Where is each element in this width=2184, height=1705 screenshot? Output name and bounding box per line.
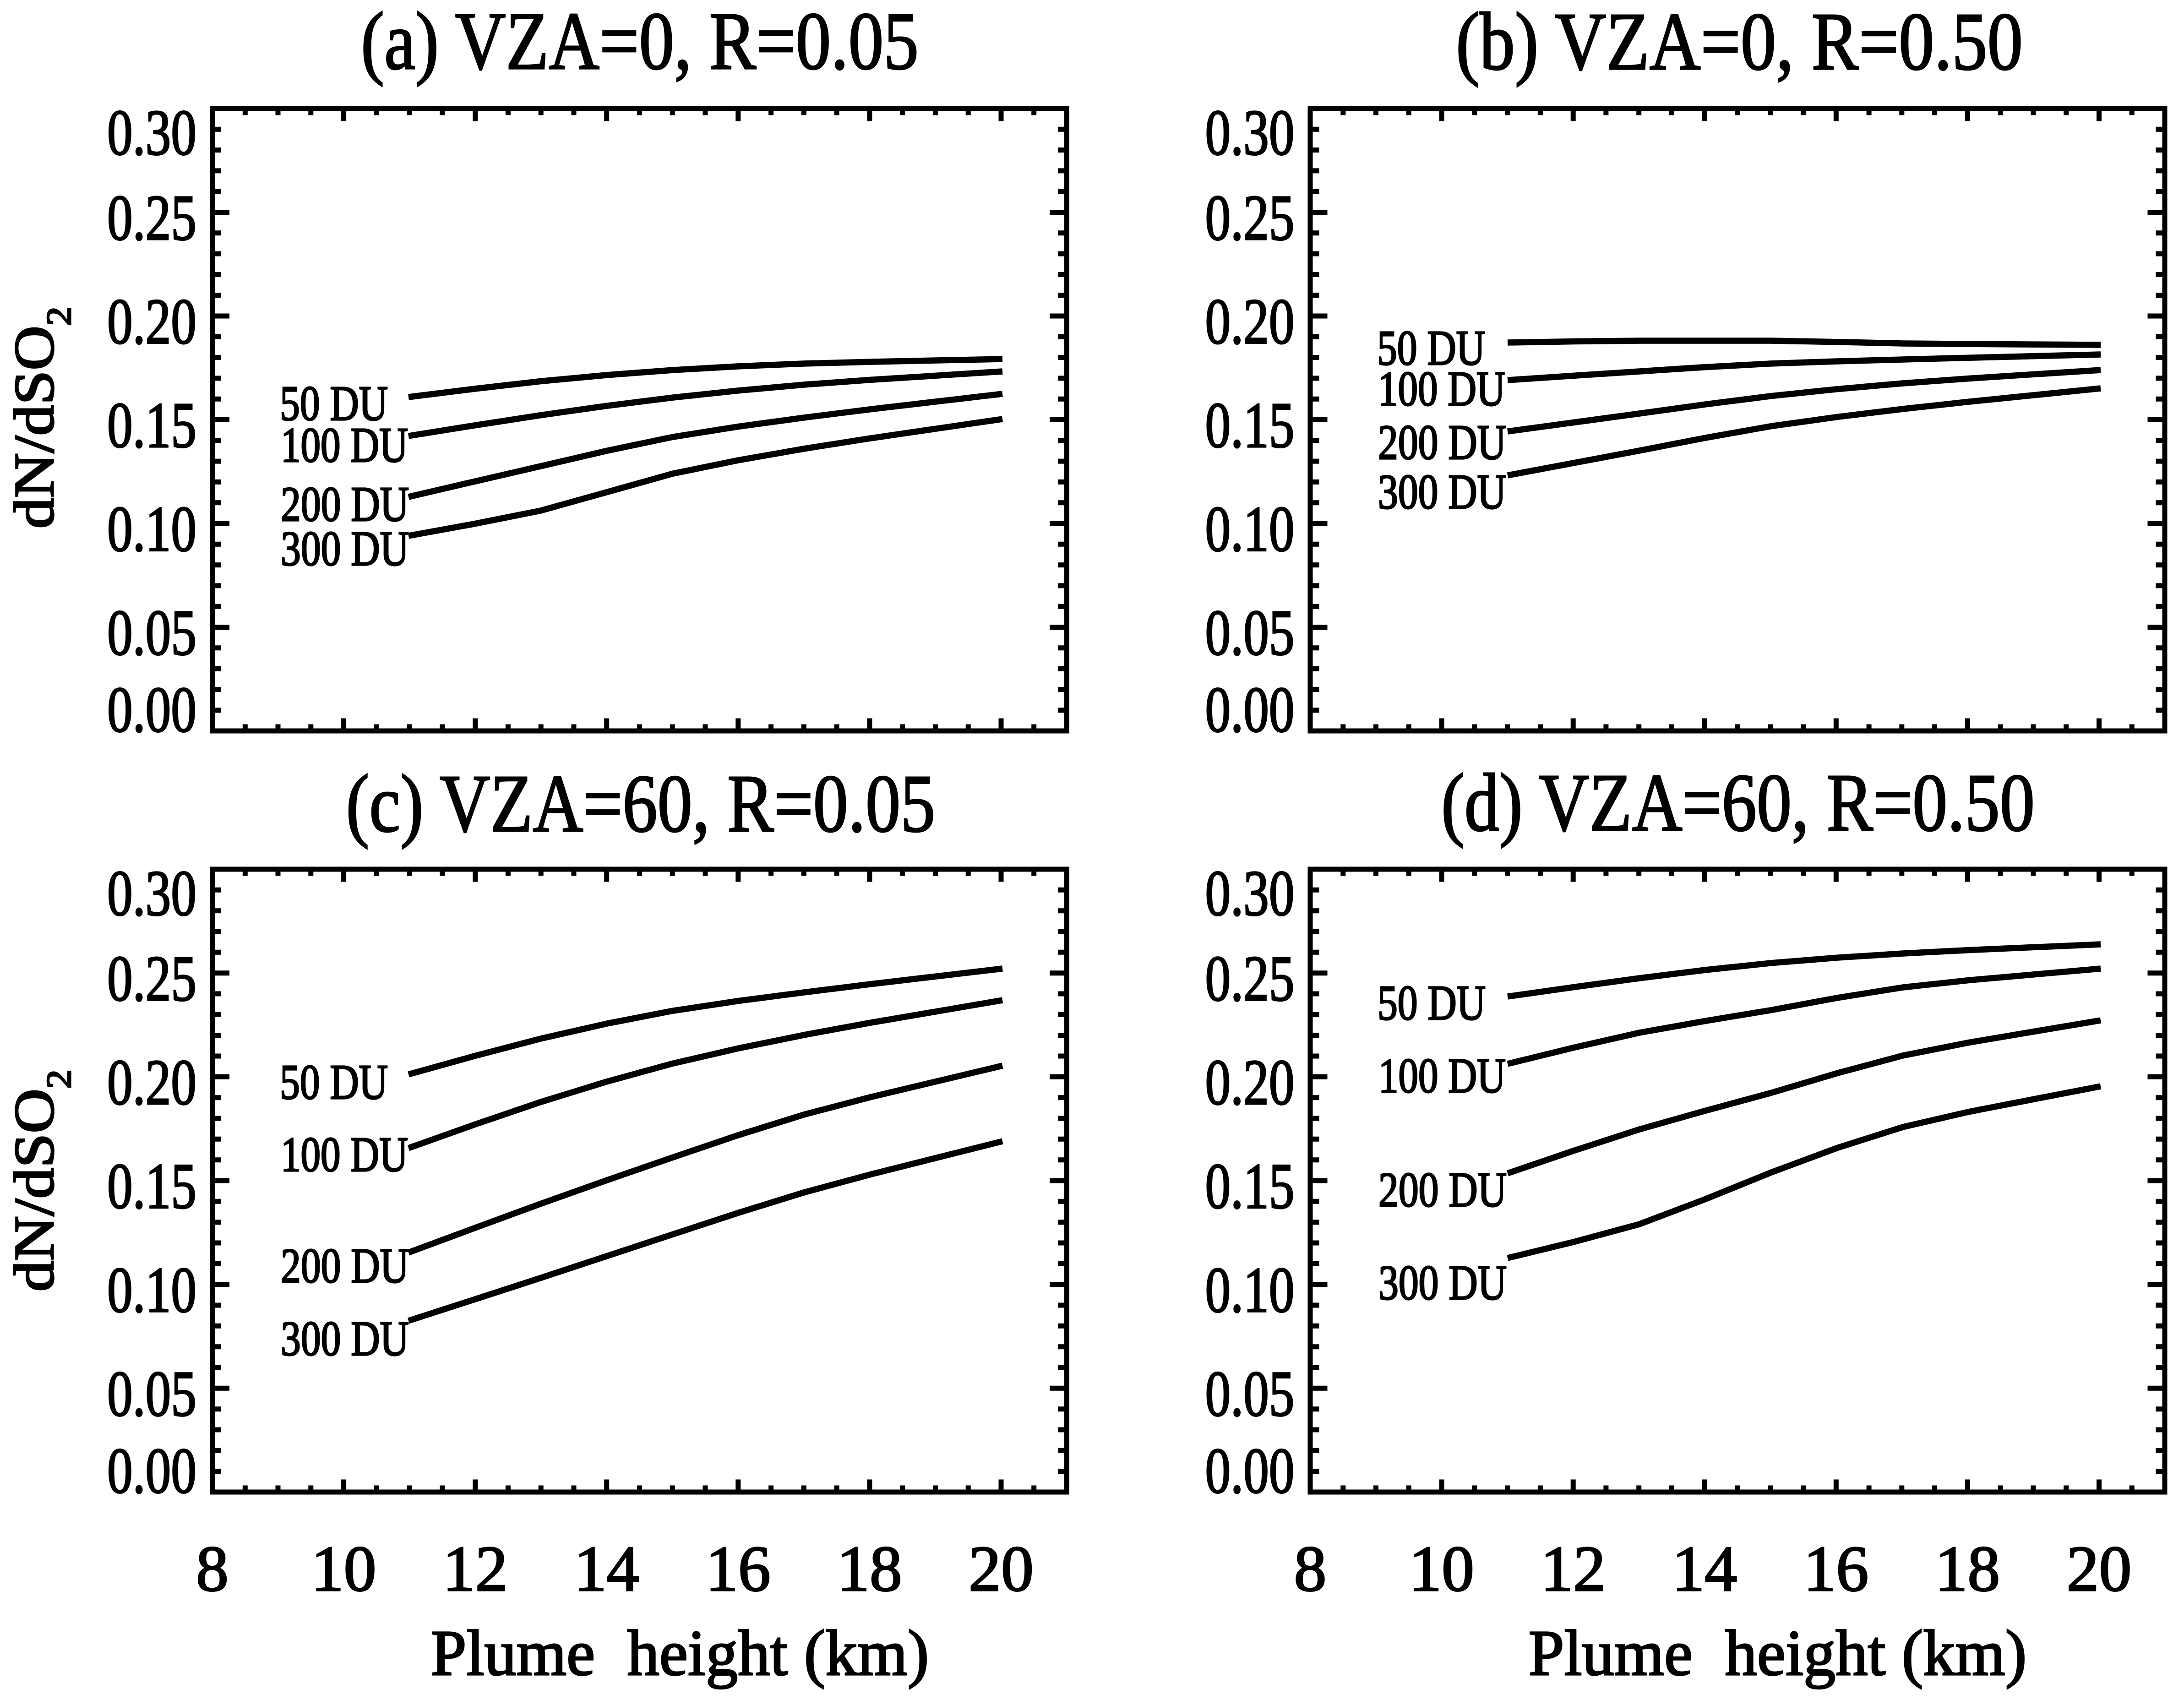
svg-text:50 DU: 50 DU	[280, 376, 388, 431]
svg-text:300 DU: 300 DU	[1378, 465, 1506, 519]
svg-text:0.15: 0.15	[1205, 1150, 1295, 1222]
svg-text:0.00: 0.00	[107, 1434, 196, 1507]
svg-text:300 DU: 300 DU	[281, 522, 409, 576]
svg-text:18: 18	[837, 1532, 902, 1605]
svg-text:0.30: 0.30	[107, 857, 196, 929]
svg-text:100 DU: 100 DU	[281, 1128, 408, 1182]
svg-text:200 DU: 200 DU	[281, 477, 409, 532]
svg-text:0.05: 0.05	[107, 596, 196, 669]
svg-text:(c) VZA=60, R=0.05: (c) VZA=60, R=0.05	[346, 758, 936, 849]
svg-text:0.25: 0.25	[1205, 181, 1295, 254]
svg-text:0.25: 0.25	[107, 942, 196, 1014]
svg-text:0.15: 0.15	[107, 1150, 196, 1222]
svg-text:0.00: 0.00	[1205, 673, 1295, 746]
svg-text:10: 10	[311, 1532, 376, 1605]
svg-text:50 DU: 50 DU	[1378, 976, 1486, 1030]
svg-text:0.05: 0.05	[107, 1357, 196, 1430]
svg-text:200 DU: 200 DU	[281, 1239, 409, 1293]
svg-text:50 DU: 50 DU	[280, 1055, 388, 1110]
svg-text:0.25: 0.25	[107, 181, 196, 254]
svg-text:8: 8	[196, 1532, 229, 1605]
svg-text:(d) VZA=60, R=0.50: (d) VZA=60, R=0.50	[1441, 757, 2035, 848]
svg-text:0.05: 0.05	[1205, 596, 1295, 669]
svg-text:20: 20	[969, 1532, 1034, 1605]
svg-text:0.10: 0.10	[1205, 1253, 1295, 1326]
svg-text:0.20: 0.20	[107, 1046, 196, 1118]
svg-text:8: 8	[1294, 1532, 1327, 1605]
svg-text:100 DU: 100 DU	[1378, 1049, 1506, 1103]
svg-text:0.05: 0.05	[1205, 1357, 1295, 1430]
svg-text:0.30: 0.30	[1205, 96, 1295, 169]
svg-text:Plume height (km): Plume height (km)	[431, 1617, 929, 1689]
svg-text:0.25: 0.25	[1205, 942, 1295, 1014]
svg-text:14: 14	[1672, 1532, 1737, 1605]
svg-text:14: 14	[574, 1532, 639, 1605]
svg-text:200 DU: 200 DU	[1378, 1163, 1507, 1217]
svg-text:18: 18	[1935, 1532, 2000, 1605]
svg-text:0.30: 0.30	[107, 96, 196, 169]
svg-text:100 DU: 100 DU	[281, 418, 408, 473]
svg-text:0.10: 0.10	[107, 1253, 196, 1326]
svg-text:16: 16	[706, 1532, 771, 1605]
svg-text:0.15: 0.15	[1205, 389, 1295, 461]
svg-text:(b) VZA=0, R=0.50: (b) VZA=0, R=0.50	[1456, 0, 2023, 87]
svg-text:0.15: 0.15	[107, 389, 196, 461]
svg-text:100 DU: 100 DU	[1378, 362, 1505, 416]
svg-text:0.20: 0.20	[1205, 1046, 1295, 1118]
svg-text:12: 12	[1541, 1532, 1606, 1605]
svg-text:0.00: 0.00	[1205, 1434, 1295, 1507]
svg-text:20: 20	[2066, 1532, 2131, 1605]
svg-text:0.00: 0.00	[107, 673, 196, 746]
svg-text:0.10: 0.10	[107, 493, 196, 565]
svg-text:300 DU: 300 DU	[1378, 1256, 1507, 1310]
svg-text:0.20: 0.20	[107, 285, 196, 358]
svg-text:Plume height (km): Plume height (km)	[1529, 1617, 2027, 1689]
svg-text:0.10: 0.10	[1205, 493, 1295, 565]
svg-text:200 DU: 200 DU	[1378, 415, 1506, 470]
svg-text:50 DU: 50 DU	[1377, 321, 1485, 376]
svg-text:0.20: 0.20	[1205, 285, 1295, 358]
svg-text:(a) VZA=0, R=0.05: (a) VZA=0, R=0.05	[361, 0, 919, 87]
svg-text:300 DU: 300 DU	[281, 1312, 409, 1366]
svg-text:0.30: 0.30	[1205, 857, 1295, 929]
svg-text:16: 16	[1803, 1532, 1868, 1605]
svg-text:10: 10	[1409, 1532, 1474, 1605]
svg-text:12: 12	[443, 1532, 508, 1605]
